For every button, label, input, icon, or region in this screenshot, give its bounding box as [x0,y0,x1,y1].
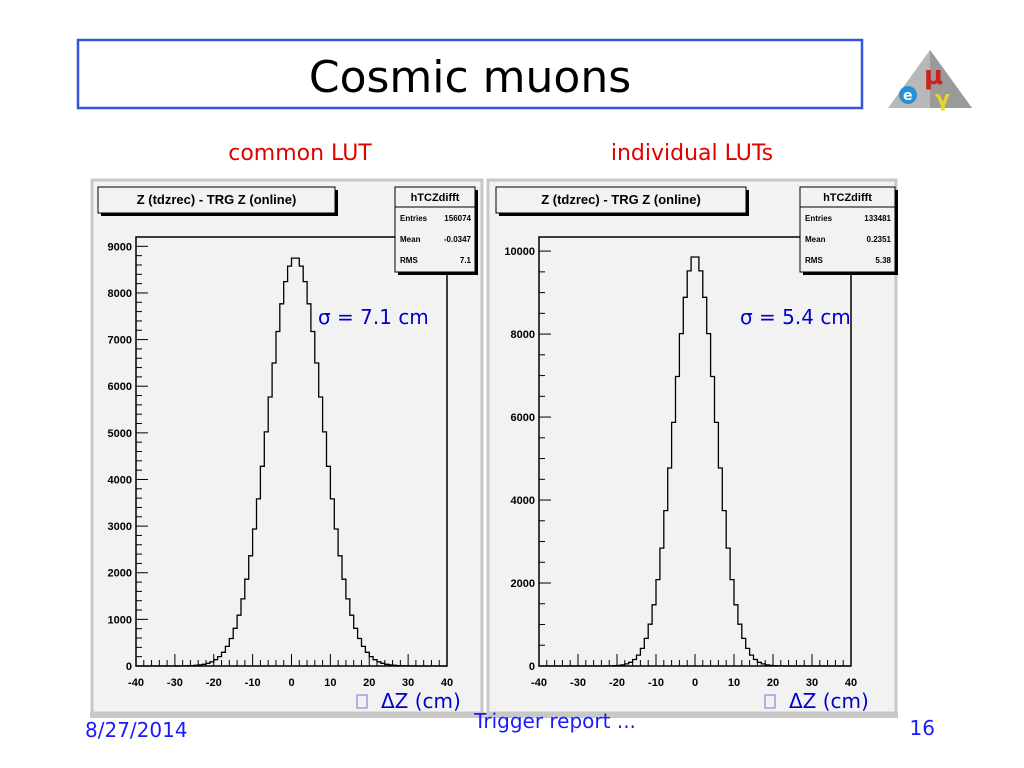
x-tick-label: 30 [402,677,414,689]
stats-key: Entries [400,214,428,223]
stats-box [799,186,896,273]
stats-key: RMS [805,256,823,265]
sigma-annotation: σ = 5.4 cm [740,305,851,329]
missing-glyph-icon [356,694,368,709]
stats-name: hTCZdifft [411,192,460,204]
footer-center: Trigger report ... [473,709,636,733]
stats-key: Entries [805,214,833,223]
histogram-pad-individual-luts: 0 2000 4000 6000 8000 10000 -40 -30 -20 -10 0 10 20 3… [486,178,898,715]
pad-shadow [486,712,898,718]
y-tick-label: 3000 [108,521,132,533]
x-axis-label: ΔZ (cm) [789,689,869,713]
x-tick-label: -40 [128,677,144,689]
right-label: individual LUTs [611,141,773,166]
x-tick-label: 40 [441,677,453,689]
x-tick-label: 30 [806,677,818,689]
svg-text:μ: μ [924,61,943,91]
x-tick-label: -10 [648,677,664,689]
y-tick-label: 7000 [108,335,132,347]
y-tick-label: 8000 [108,288,132,300]
stats-value: 7.1 [460,256,472,265]
x-tick-label: 10 [728,677,740,689]
y-tick-label: 4000 [511,495,535,507]
x-tick-label: -40 [531,677,547,689]
x-axis-label: ΔZ (cm) [381,689,461,713]
stats-value: 133481 [864,214,891,223]
y-tick-label: 1000 [108,614,132,626]
y-tick-label: 4000 [108,474,132,486]
left-label: common LUT [228,141,372,166]
stats-value: 0.2351 [867,235,892,244]
x-tick-label: 20 [767,677,779,689]
y-tick-label: 8000 [511,329,535,341]
stats-key: Mean [400,235,421,244]
stats-value: 5.38 [875,256,891,265]
slide-title: Cosmic muons [309,52,631,103]
missing-glyph-icon [764,694,776,709]
y-tick-label: 9000 [108,241,132,253]
y-tick-label: 10000 [504,246,535,258]
stats-value: 156074 [444,214,471,223]
pad-shadow [90,712,485,718]
y-tick-label: 2000 [511,578,535,590]
x-tick-label: -20 [206,677,222,689]
y-tick-label: 6000 [511,412,535,424]
stats-value: -0.0347 [444,235,472,244]
stats-name: hTCZdifft [823,192,872,204]
sigma-annotation: σ = 7.1 cm [318,305,429,329]
logo: μ e γ [888,50,972,112]
x-tick-label: -10 [245,677,261,689]
x-tick-label: 10 [324,677,336,689]
x-tick-label: 0 [692,677,698,689]
x-tick-label: 20 [363,677,375,689]
histogram-title-box [97,186,336,214]
x-tick-label: -30 [570,677,586,689]
histogram-pad-common-lut: 0 1000 2000 3000 4000 5000 6000 7000 8000 9000 -40… [90,178,484,715]
stats-key: RMS [400,256,418,265]
svg-text:e: e [903,88,913,104]
x-tick-label: 0 [288,677,294,689]
x-tick-label: -20 [609,677,625,689]
y-tick-label: 0 [529,661,535,673]
title-box [76,38,864,110]
x-tick-label: -30 [167,677,183,689]
y-tick-label: 0 [126,661,132,673]
x-tick-label: 40 [845,677,857,689]
histogram-title: Z (tdzrec) - TRG Z (online) [541,192,701,207]
stats-key: Mean [805,235,826,244]
histogram-title-box [495,186,747,214]
page-number: 16 [910,716,935,740]
y-tick-label: 2000 [108,568,132,580]
svg-text:γ: γ [935,87,950,112]
histogram-title: Z (tdzrec) - TRG Z (online) [137,192,297,207]
y-tick-label: 5000 [108,428,132,440]
footer-date: 8/27/2014 [85,718,188,742]
y-tick-label: 6000 [108,381,132,393]
stats-box [394,186,476,273]
histogram-line [539,256,851,667]
